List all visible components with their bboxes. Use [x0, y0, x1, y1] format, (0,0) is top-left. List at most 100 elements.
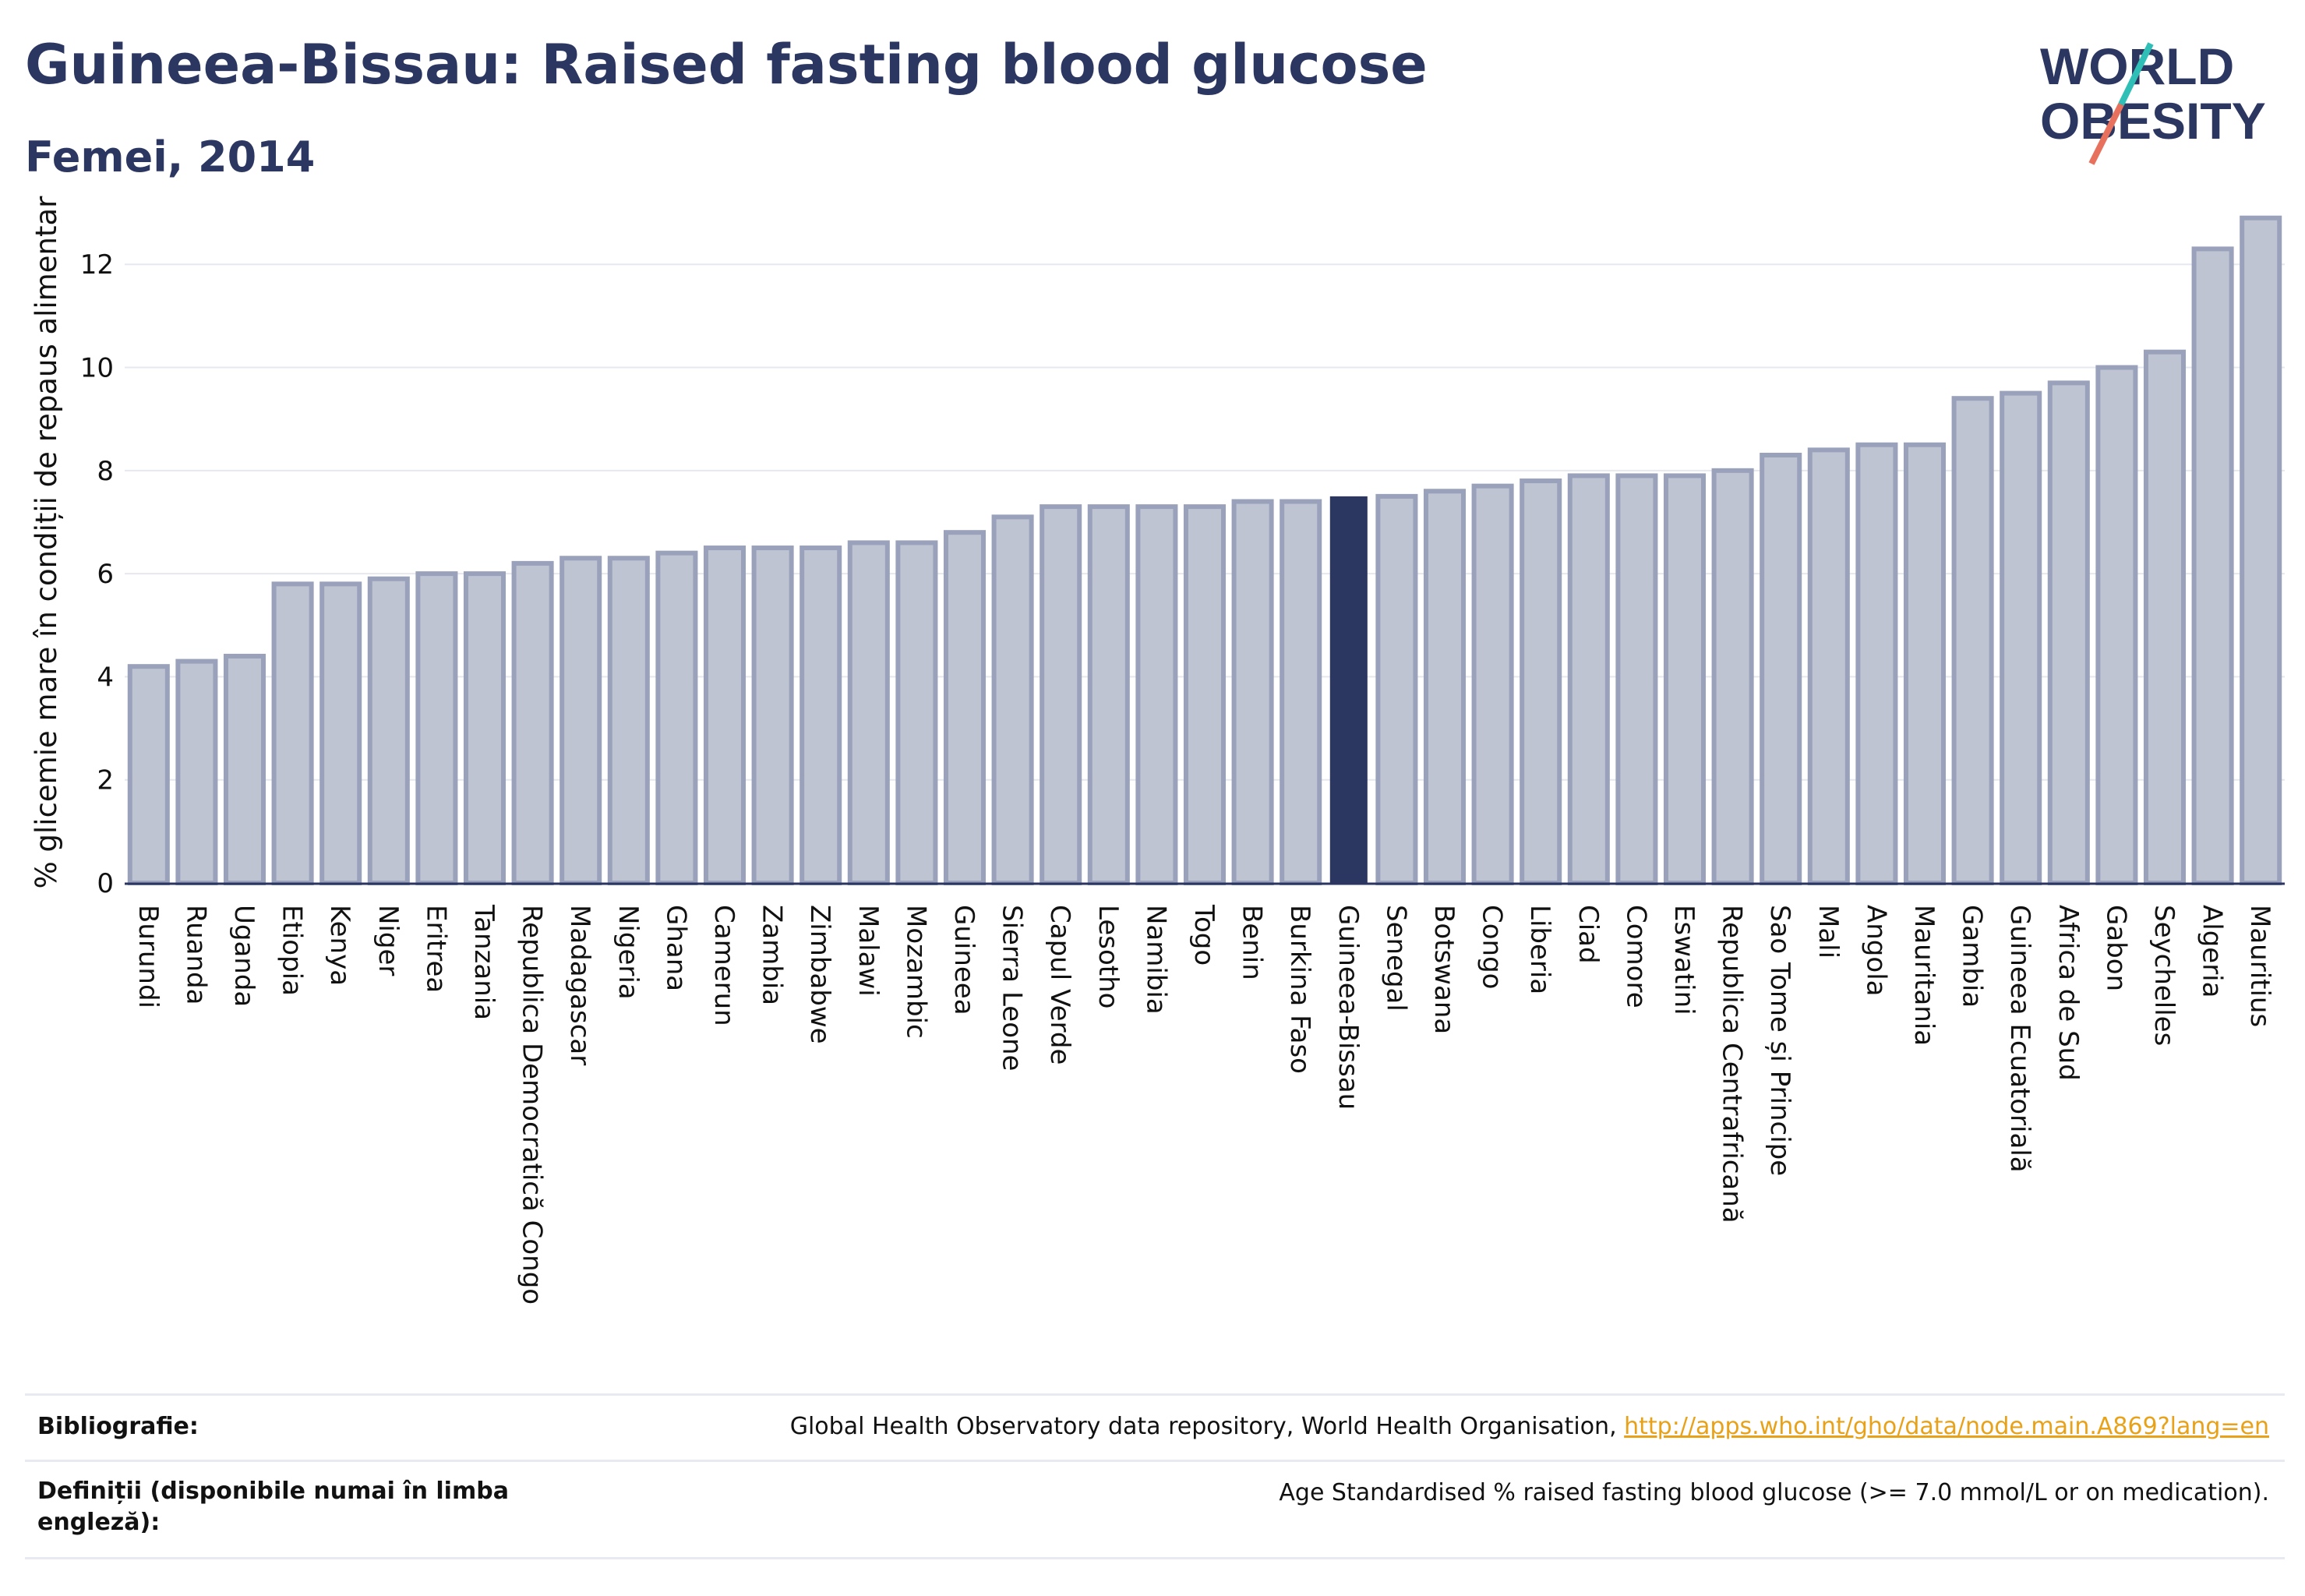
bar-republica-democratic-congo [511, 560, 554, 885]
x-tick-label: Capul Verde [1044, 905, 1075, 1065]
y-tick-label: 8 [97, 456, 114, 487]
y-tick-label: 12 [80, 249, 114, 281]
x-tick-label: Malawi [852, 905, 884, 997]
x-tick-label: Tanzania [468, 904, 499, 1020]
x-tick-label: Madagascar [564, 905, 595, 1065]
bar-liberia [1520, 478, 1562, 885]
x-tick-label: Mauritania [1908, 905, 1940, 1046]
definitions-value: Age Standardised % raised fasting blood … [1279, 1479, 2269, 1506]
x-tick-label: Congo [1477, 905, 1508, 989]
bar-nigeria [607, 556, 650, 885]
bar-burkina-faso [1280, 499, 1322, 886]
x-tick-label: Camerun [708, 905, 740, 1026]
bibliography-value: Global Health Observatory data repositor… [790, 1413, 2269, 1440]
x-tick-label: Burkina Faso [1284, 905, 1315, 1074]
x-tick-label: Republica Democratică Congo [517, 905, 548, 1305]
x-tick-label: Benin [1237, 905, 1268, 980]
bar-zimbabwe [800, 546, 842, 885]
x-tick-label: Sierra Leone [997, 905, 1028, 1071]
x-tick-label: Etiopia [277, 905, 308, 996]
x-tick-label: Zimbabwe [804, 905, 835, 1044]
x-tick-label: Gambia [1957, 905, 1988, 1008]
bar-benin [1231, 499, 1274, 886]
bar-republica-centrafrican- [1711, 468, 1754, 885]
x-tick-label: Uganda [228, 905, 259, 1007]
bar-sierra-leone [991, 514, 1034, 885]
x-tick-label: Gabon [2100, 905, 2131, 991]
bibliography-link[interactable]: http://apps.who.int/gho/data/node.main.A… [1624, 1413, 2269, 1440]
bar-botswana [1423, 489, 1467, 885]
x-tick-label: Ruanda [180, 905, 211, 1005]
bar-mozambic [895, 540, 938, 886]
y-tick-label: 6 [97, 559, 114, 590]
x-tick-label: Mauritius [2244, 905, 2275, 1027]
x-tick-label: Nigeria [612, 905, 644, 1000]
bar-ciad [1567, 473, 1610, 885]
bar-zambia [751, 546, 794, 885]
bar-comore [1615, 473, 1658, 885]
page-subtitle: Femei, 2014 [25, 132, 316, 182]
x-tick-label: Africa de Sud [2053, 905, 2084, 1081]
bar-sao-tome-i-principe [1760, 452, 1802, 885]
y-tick-label: 2 [97, 765, 114, 796]
x-tick-label: Guineea [948, 905, 980, 1015]
bars [127, 215, 2282, 886]
x-tick-label: Liberia [1524, 905, 1555, 994]
bar-camerun [703, 546, 747, 885]
x-tick-label: Niger [372, 905, 404, 976]
bar-ghana [655, 550, 698, 885]
x-tick-label: Guineea-Bissau [1333, 905, 1364, 1110]
bar-uganda [223, 653, 267, 885]
bar-ruanda [175, 659, 218, 886]
y-axis-label: % glicemie mare în condiții de repaus al… [30, 196, 63, 889]
x-tick-label: Eswatini [1668, 905, 1700, 1015]
definitions-row: Definiții (disponibile numai în limba en… [25, 1460, 2285, 1559]
bar-africa-de-sud [2047, 380, 2090, 885]
x-tick-label: Mozambic [900, 905, 931, 1039]
bibliography-row: Bibliografie: Global Health Observatory … [25, 1393, 2285, 1460]
bar-gambia [1951, 396, 1994, 885]
x-tick-label: Kenya [324, 905, 355, 986]
bar-capul-verde [1040, 504, 1082, 885]
x-tick-label: Ghana [660, 905, 691, 991]
bar-algeria [2191, 246, 2234, 885]
x-tick-label: Botswana [1428, 905, 1460, 1034]
x-tick-label: Togo [1188, 904, 1220, 966]
x-tick-label: Sao Tome și Principe [1764, 905, 1795, 1176]
bar-togo [1183, 504, 1227, 885]
x-tick-label: Senegal [1380, 905, 1411, 1012]
x-tick-label: Seychelles [2148, 905, 2180, 1046]
y-tick-label: 0 [97, 868, 114, 899]
logo-line2: OBESITY [2040, 92, 2266, 150]
x-tick-label: Ciad [1573, 905, 1604, 964]
x-tick-label: Mali [1813, 905, 1844, 959]
logo-slash-coral [2088, 103, 2124, 165]
x-tick-label: Burundi [132, 905, 164, 1008]
bar-guineea-ecuatorial- [2000, 390, 2042, 885]
bar-mali [1807, 447, 1850, 885]
page-title: Guineea-Bissau: Raised fasting blood glu… [25, 33, 1428, 97]
y-tick-label: 4 [97, 662, 114, 693]
x-tick-label: Angola [1860, 905, 1891, 996]
bar-chart: 0 2 4 6 8 10 12 Burundi Ruanda Uganda Etiopia Keny… [30, 196, 2285, 1305]
definitions-label: Definiții (disponibile numai în limba en… [37, 1478, 509, 1536]
bar-tanzania [463, 571, 507, 885]
x-tick-label: Lesotho [1092, 905, 1124, 1008]
bar-seychelles [2143, 349, 2187, 885]
bar-guineea [943, 530, 987, 885]
x-tick-label: Republica Centrafricană [1717, 905, 1748, 1223]
footer: Bibliografie: Global Health Observatory … [25, 1393, 2285, 1559]
y-tick-label: 10 [80, 353, 114, 384]
bar-burundi [127, 664, 170, 886]
bar-kenya [319, 581, 362, 886]
x-tick-label: Namibia [1140, 905, 1171, 1015]
bar-mauritania [1903, 442, 1947, 885]
bar-senegal [1375, 493, 1418, 886]
bar-guineea-bissau [1329, 496, 1368, 883]
bar-congo [1471, 483, 1514, 885]
bar-lesotho [1087, 504, 1130, 885]
bibliography-text: Global Health Observatory data repositor… [789, 1413, 1625, 1440]
x-tick-label: Eritrea [420, 905, 451, 993]
world-obesity-logo: WORLD OBESITY [2040, 37, 2266, 165]
bar-etiopia [271, 581, 314, 886]
